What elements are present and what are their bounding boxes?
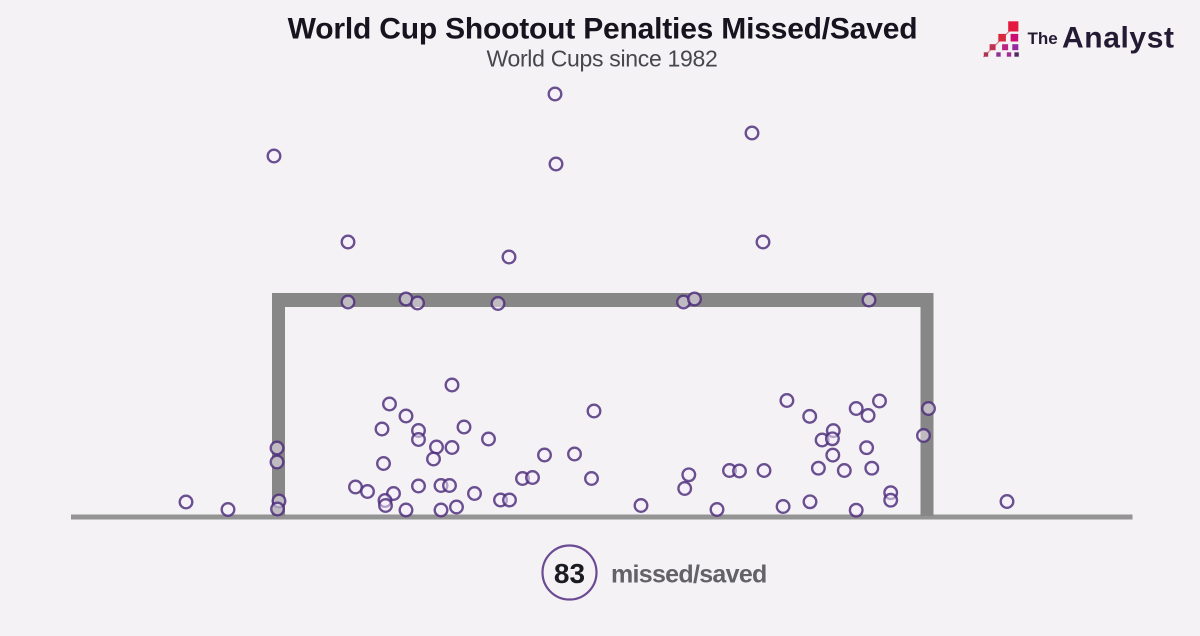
svg-text:The: The	[1028, 29, 1058, 48]
svg-text:83: 83	[554, 558, 585, 589]
svg-text:World Cups since 1982: World Cups since 1982	[486, 46, 717, 72]
svg-text:missed/saved: missed/saved	[611, 561, 767, 589]
svg-text:Analyst: Analyst	[1062, 22, 1175, 55]
svg-text:World Cup Shootout Penalties M: World Cup Shootout Penalties Missed/Save…	[288, 13, 918, 46]
